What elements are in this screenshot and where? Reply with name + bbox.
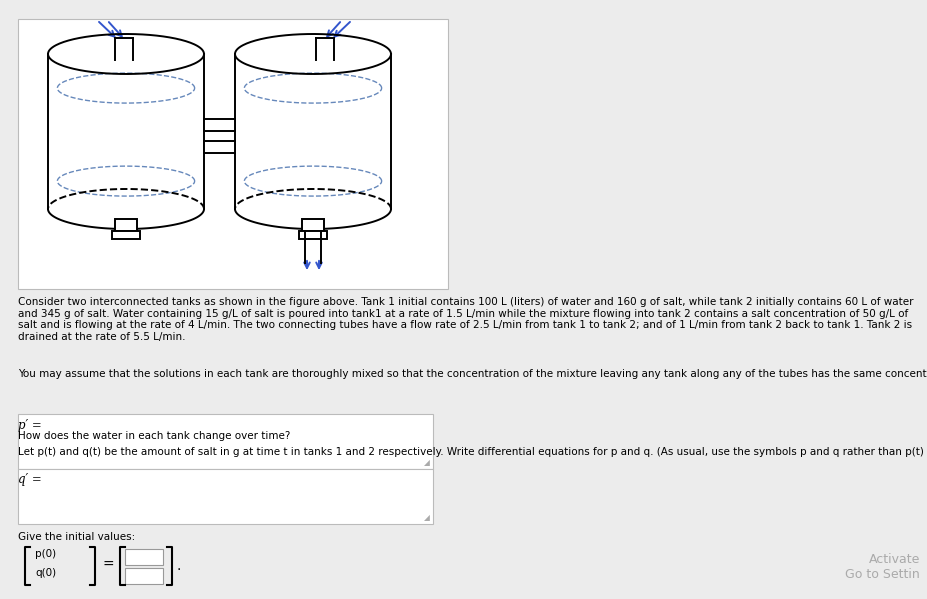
Bar [125, 568, 163, 584]
Bar [204, 119, 235, 131]
Text: p(0): p(0) [35, 549, 56, 559]
Bar [115, 219, 137, 231]
Bar [18, 19, 448, 289]
Text: p′ =: p′ = [18, 419, 42, 432]
Text: Let p(t) and q(t) be the amount of salt in g at time t in tanks 1 and 2 respecti: Let p(t) and q(t) be the amount of salt … [18, 447, 927, 457]
Bar [111, 231, 140, 239]
Bar [18, 414, 433, 469]
Bar [298, 231, 327, 239]
Text: ◢: ◢ [424, 513, 429, 522]
Text: ◢: ◢ [424, 458, 429, 467]
Bar [18, 469, 433, 524]
Bar [301, 219, 324, 231]
Text: q′ =: q′ = [18, 473, 42, 486]
Text: Activate
Go to Settin: Activate Go to Settin [844, 553, 919, 581]
Text: .: . [177, 559, 181, 573]
Text: Consider two interconnected tanks as shown in the figure above. Tank 1 initial c: Consider two interconnected tanks as sho… [18, 297, 912, 342]
Text: How does the water in each tank change over time?: How does the water in each tank change o… [18, 431, 290, 441]
Bar [204, 141, 235, 153]
Bar [125, 549, 163, 564]
Text: q(0): q(0) [35, 568, 56, 578]
Text: Give the initial values:: Give the initial values: [18, 532, 135, 542]
Text: =: = [103, 558, 115, 572]
Text: You may assume that the solutions in each tank are thoroughly mixed so that the : You may assume that the solutions in eac… [18, 369, 927, 379]
